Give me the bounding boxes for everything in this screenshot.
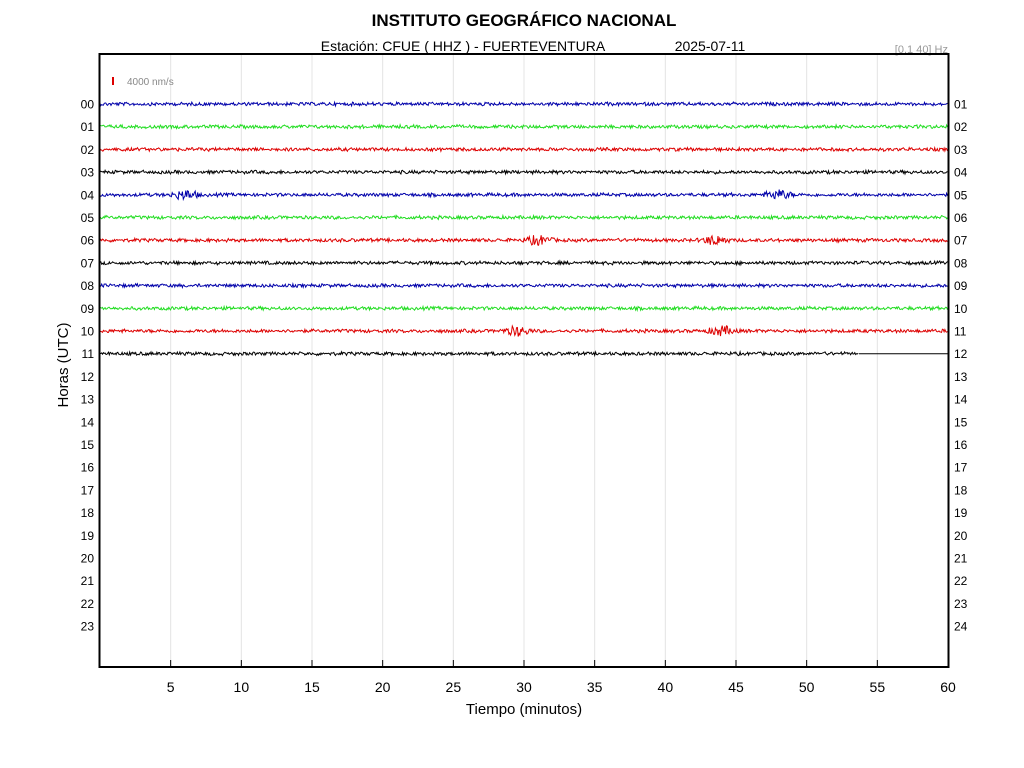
seismic-trace xyxy=(99,259,948,267)
hour-label-left: 00 xyxy=(81,98,95,112)
hour-label-right: 13 xyxy=(954,370,968,384)
seismic-trace xyxy=(99,189,948,202)
hour-label-right: 16 xyxy=(954,438,968,452)
hour-label-left: 09 xyxy=(81,302,95,316)
seismic-trace xyxy=(99,100,948,108)
hour-label-right: 15 xyxy=(954,415,968,429)
x-tick-label: 20 xyxy=(375,679,391,695)
hour-label-left: 06 xyxy=(81,234,95,248)
seismic-trace xyxy=(99,168,948,176)
hour-label-left: 02 xyxy=(81,143,95,157)
hour-label-left: 16 xyxy=(81,461,95,475)
hour-label-right: 09 xyxy=(954,279,968,293)
hour-label-right: 23 xyxy=(954,597,968,611)
hour-label-right: 17 xyxy=(954,461,968,475)
hour-label-right: 06 xyxy=(954,211,968,225)
right-hour-axis: 01 02 03 04 05 06 07 08 09 10 11 12 13 14 15 16 17 18 19 20… xyxy=(954,98,968,634)
date-label: 2025-07-11 xyxy=(675,38,746,54)
hour-label-left: 23 xyxy=(81,620,95,634)
hour-label-right: 20 xyxy=(954,529,968,543)
hour-label-right: 11 xyxy=(954,325,967,339)
seismic-trace xyxy=(99,349,859,358)
hour-label-right: 22 xyxy=(954,574,968,588)
x-axis: 5 10 15 20 25 30 35 40 45 50 55 60 xyxy=(167,660,956,695)
hour-label-left: 01 xyxy=(81,120,95,134)
hour-label-left: 03 xyxy=(81,166,95,180)
hour-label-left: 20 xyxy=(81,552,95,566)
seismic-trace xyxy=(99,122,948,131)
hour-label-right: 14 xyxy=(954,393,968,407)
hour-label-left: 11 xyxy=(82,347,95,361)
hour-label-right: 18 xyxy=(954,483,968,497)
hour-label-right: 01 xyxy=(954,98,968,112)
hour-label-right: 07 xyxy=(954,234,968,248)
x-tick-label: 60 xyxy=(940,679,956,695)
x-tick-label: 40 xyxy=(658,679,674,695)
y-axis-label: Horas (UTC) xyxy=(55,322,72,407)
x-tick-label: 45 xyxy=(728,679,744,695)
x-tick-label: 15 xyxy=(304,679,320,695)
seismic-trace xyxy=(99,234,948,246)
x-tick-label: 30 xyxy=(516,679,532,695)
hour-label-right: 24 xyxy=(954,620,968,634)
x-tick-label: 35 xyxy=(587,679,603,695)
hour-label-right: 04 xyxy=(954,166,968,180)
hour-label-right: 03 xyxy=(954,143,968,157)
x-tick-label: 5 xyxy=(167,679,175,695)
hour-label-left: 07 xyxy=(81,256,95,270)
scale-label: 4000 nm/s xyxy=(127,77,174,88)
hour-label-right: 05 xyxy=(954,188,968,202)
hour-label-right: 02 xyxy=(954,120,968,134)
hour-label-left: 21 xyxy=(81,574,95,588)
x-tick-label: 25 xyxy=(446,679,462,695)
hour-label-right: 21 xyxy=(954,552,968,566)
hour-label-left: 10 xyxy=(81,325,95,339)
seismic-traces xyxy=(99,100,948,358)
seismic-trace xyxy=(99,304,948,313)
x-tick-label: 55 xyxy=(870,679,886,695)
hour-label-left: 12 xyxy=(81,370,95,384)
hour-label-left: 08 xyxy=(81,279,95,293)
hour-label-left: 18 xyxy=(81,506,95,520)
hour-label-right: 19 xyxy=(954,506,968,520)
hour-label-left: 04 xyxy=(81,188,95,202)
grid-lines xyxy=(170,55,878,666)
station-label: Estación: CFUE ( HHZ ) - FUERTEVENTURA xyxy=(321,38,606,54)
chart-title: INSTITUTO GEOGRÁFICO NACIONAL xyxy=(372,11,677,30)
hour-label-left: 22 xyxy=(81,597,95,611)
hour-label-left: 15 xyxy=(81,438,95,452)
left-hour-axis: 00 01 02 03 04 05 06 07 08 09 10 11 12 13 14 15 16 17 18 19… xyxy=(81,98,95,634)
seismic-trace xyxy=(99,145,948,153)
seismic-trace xyxy=(99,324,948,337)
hour-label-left: 17 xyxy=(81,483,95,497)
x-tick-label: 10 xyxy=(234,679,250,695)
hour-label-right: 12 xyxy=(954,347,968,361)
x-tick-label: 50 xyxy=(799,679,815,695)
hour-label-left: 13 xyxy=(81,393,95,407)
hour-label-left: 19 xyxy=(81,529,95,543)
x-axis-label: Tiempo (minutos) xyxy=(466,701,582,718)
hour-label-left: 14 xyxy=(81,415,95,429)
hour-label-right: 10 xyxy=(954,302,968,316)
hour-label-left: 05 xyxy=(81,211,95,225)
seismic-trace xyxy=(99,213,948,221)
hour-label-right: 08 xyxy=(954,256,968,270)
seismic-trace xyxy=(99,282,948,290)
